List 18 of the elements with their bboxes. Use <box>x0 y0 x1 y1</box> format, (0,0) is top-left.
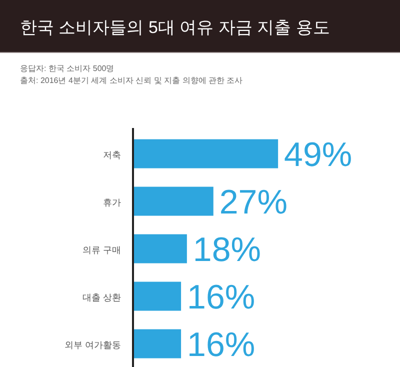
y-tick-label: 휴가 <box>103 197 121 208</box>
bar <box>134 186 214 216</box>
y-tick-label: 외부 여가활동 <box>64 340 121 350</box>
chart-title: 한국 소비자들의 5대 여유 자금 지출 용도 <box>20 18 330 37</box>
data-label: 18% <box>192 230 261 269</box>
y-tick-label: 저축 <box>103 150 121 160</box>
y-tick-label: 대출 상환 <box>82 292 121 302</box>
bar <box>134 329 182 358</box>
data-label: 16% <box>187 326 256 364</box>
data-label: 16% <box>187 278 256 316</box>
bar <box>134 139 278 168</box>
bar <box>134 234 187 264</box>
data-label: 27% <box>219 183 288 222</box>
text: 응답자: 한국 소비자 500명 <box>20 64 114 73</box>
data-label: 49% <box>284 136 352 174</box>
source-note: 출처: 2016년 4분기 세계 소비자 신뢰 및 지출 의향에 관한 조사 <box>20 76 243 85</box>
bar <box>134 282 182 311</box>
y-tick-label: 의류 구매 <box>82 244 121 255</box>
